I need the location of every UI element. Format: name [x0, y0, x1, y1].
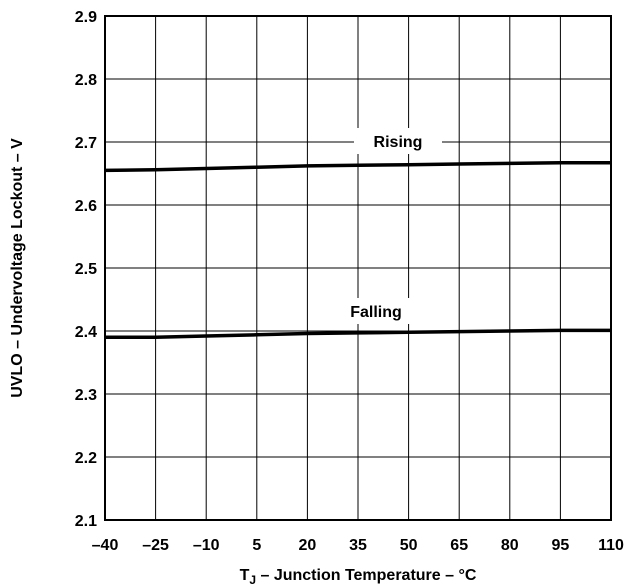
x-tick-label: –10	[193, 537, 220, 554]
y-axis-title: UVLO – Undervoltage Lockout – V	[9, 138, 26, 398]
y-tick-label: 2.1	[75, 513, 97, 530]
x-tick-label: 110	[598, 537, 624, 554]
y-tick-labels: 2.1 2.2 2.3 2.4 2.5 2.6 2.7 2.8 2.9	[75, 9, 97, 530]
x-tick-label: 50	[400, 537, 418, 554]
rising-label: Rising	[374, 134, 423, 151]
y-tick-label: 2.9	[75, 9, 97, 26]
curves	[104, 161, 611, 340]
y-tick-label: 2.6	[75, 198, 97, 215]
x-axis-title: TJ – Junction Temperature – °C	[240, 567, 477, 585]
x-tick-label: 35	[349, 537, 367, 554]
y-tick-label: 2.7	[75, 135, 97, 152]
x-tick-label: 5	[252, 537, 261, 554]
grid	[104, 15, 612, 521]
x-axis-title-sub: J	[249, 573, 256, 585]
plot-frame	[104, 15, 612, 521]
y-tick-label: 2.4	[75, 324, 97, 341]
x-axis-title-rest: – Junction Temperature – °C	[256, 567, 477, 584]
y-tick-label: 2.5	[75, 261, 97, 278]
x-tick-label: –25	[142, 537, 169, 554]
x-tick-label: 65	[450, 537, 468, 554]
series-line-rising	[104, 161, 611, 173]
falling-label: Falling	[350, 304, 402, 321]
series-line-falling	[105, 328, 611, 340]
y-tick-label: 2.8	[75, 72, 97, 89]
y-tick-label: 2.3	[75, 387, 97, 404]
rising-label-bg	[354, 128, 442, 154]
x-tick-label: –40	[92, 537, 119, 554]
x-tick-label: 20	[299, 537, 317, 554]
x-axis-title-main: T	[240, 567, 250, 584]
x-tick-label: 95	[552, 537, 570, 554]
y-tick-label: 2.2	[75, 450, 97, 467]
x-tick-label: 80	[501, 537, 519, 554]
falling-label-bg	[333, 298, 419, 324]
x-tick-labels: –40 –25 –10 5 20 35 50 65 80 95 110	[92, 537, 624, 554]
